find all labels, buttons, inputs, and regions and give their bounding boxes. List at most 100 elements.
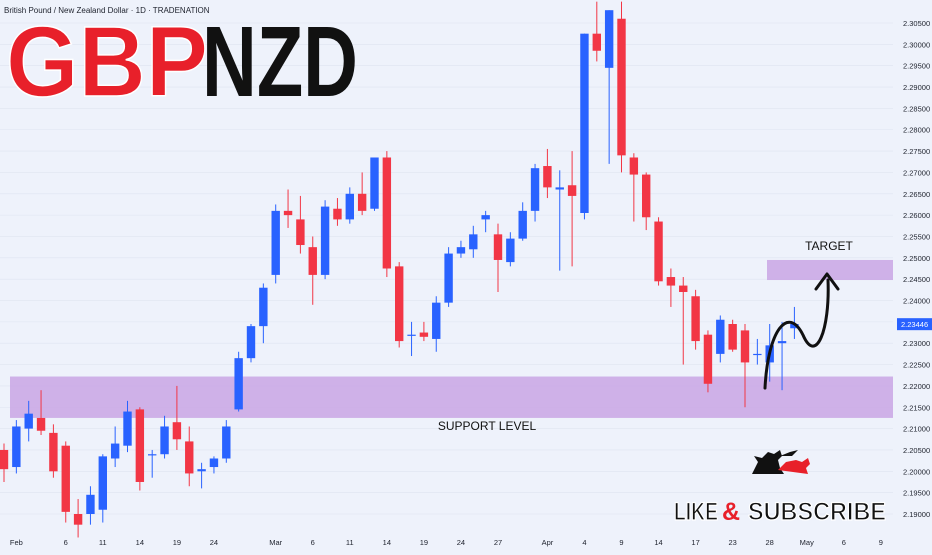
time-tick-label: Feb [10,538,23,547]
time-tick-label: Mar [269,538,282,547]
price-tick-label: 2.30000 [903,40,930,49]
candle [395,262,404,348]
time-tick-label: 9 [879,538,883,547]
candle-body [530,168,540,211]
candle [123,400,132,453]
candle [86,486,95,525]
candle-body [740,330,750,363]
curved-arrow-up-icon [763,272,840,390]
price-axis: 2.30500 2.30000 2.29500 2.29000 2.28500 2.280… [903,19,930,519]
time-tick-label: 14 [383,538,391,547]
candle-body [209,458,219,468]
candle [407,321,416,357]
time-tick-label: 19 [420,538,428,547]
candle-body [308,247,317,275]
candle-body [246,326,256,359]
candle [61,441,70,523]
candle-body [617,18,626,156]
candle [135,407,145,491]
price-tick-label: 2.29000 [903,83,930,92]
time-tick-label: 9 [619,538,623,547]
candle [456,240,466,258]
last-price-box [897,318,932,331]
candle [506,232,515,267]
candle [246,324,256,363]
time-tick-label: 27 [494,538,502,547]
candle-body [320,206,330,275]
candle [654,217,663,286]
candle-body [419,332,429,337]
candle-body [790,324,799,329]
candle-body [283,210,293,216]
candle-body [493,234,503,260]
candle-body [432,302,441,339]
time-tick-label: 23 [728,538,736,547]
candle-body [345,193,354,220]
candle [357,172,367,216]
last-price-label: 2.23446 [901,320,928,329]
candle [370,157,379,211]
candle-body [642,174,651,218]
candle [555,170,564,271]
candle-body [555,187,564,190]
cta-amp: & [722,498,740,526]
candle-body [395,266,404,342]
candle [0,443,9,482]
last-price-marker: 2.23446 [897,318,932,331]
candle-body [0,449,9,470]
time-tick-label: 24 [457,538,465,547]
candle-body [716,319,725,354]
price-tick-label: 2.25500 [903,232,930,241]
target-zone [767,259,893,281]
time-tick-label: 11 [99,538,107,547]
candle [49,424,58,478]
candle-body [444,253,453,303]
candle [320,200,330,280]
candle-body [728,324,737,350]
candle [444,247,453,307]
price-tick-label: 2.22000 [903,382,930,391]
candle [382,151,392,278]
candle-body [703,334,713,384]
price-tick-label: 2.22500 [903,361,930,370]
candle [148,449,157,478]
candle-body [86,494,95,514]
candle [642,172,651,231]
time-tick-label: 14 [654,538,662,547]
candle [283,189,293,228]
price-tick-label: 2.24500 [903,275,930,284]
price-tick-label: 2.21500 [903,403,930,412]
candle [234,351,243,412]
candle-body [469,234,478,250]
candle [259,283,268,344]
candle [543,148,552,199]
candle [666,268,676,307]
time-axis: Feb 6 11 14 19 24 Mar 6 11 14 19 24 27 Apr 4 9 14 17 23 28 M… [10,538,883,547]
candle [172,385,182,450]
candle [703,330,713,393]
candle-body [654,221,663,282]
support-label: SUPPORT LEVEL [438,419,537,433]
price-tick-label: 2.21000 [903,425,930,434]
candle-body [12,426,21,468]
candle [185,426,194,487]
candle-body [518,210,527,239]
price-tick-label: 2.26000 [903,211,930,220]
candle [617,1,626,173]
candle-body [148,454,157,456]
candle [160,415,169,459]
time-tick-label: 28 [766,538,774,547]
candle-body [259,287,268,327]
candle-body [580,33,589,213]
candle [469,225,478,258]
candle-body [296,219,305,246]
time-tick-label: 6 [842,538,846,547]
like-subscribe-banner: LIKE & SUBSCRIBE [673,497,886,526]
candle-body [333,208,342,220]
cta-like: LIKE [674,498,718,526]
time-tick-label: Apr [542,538,554,547]
candle-body [679,285,688,292]
candle-body [98,456,107,510]
